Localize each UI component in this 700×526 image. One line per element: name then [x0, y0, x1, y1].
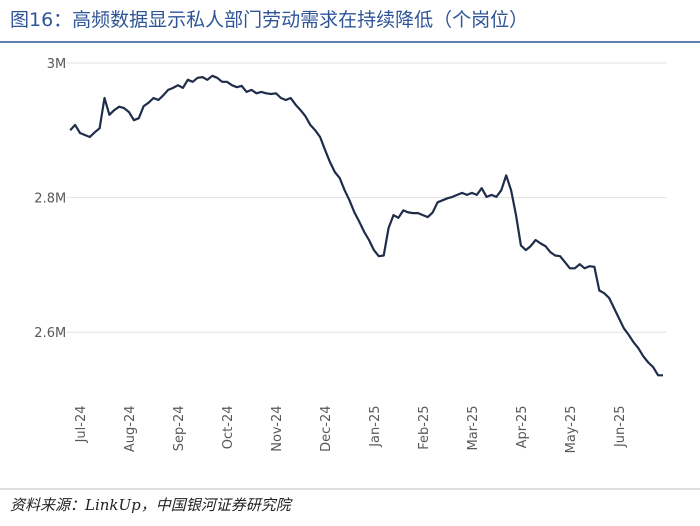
chart-title: 图16：高频数据显示私人部门劳动需求在持续降低（个岗位） — [10, 9, 528, 31]
x-tick-label: Jun-25 — [613, 406, 628, 449]
source: 资料来源：LinkUp，中国银河证券研究院 — [10, 496, 293, 514]
x-tick-label: Mar-25 — [466, 406, 481, 451]
x-tick-label: Aug-24 — [123, 406, 138, 453]
line — [69, 74, 663, 377]
x-tick-label: Feb-25 — [417, 406, 432, 450]
x-tick-label: Apr-25 — [515, 406, 530, 449]
x-tick-label: Oct-24 — [221, 406, 236, 450]
x-tick-label: Sep-24 — [172, 406, 187, 452]
x-tick-label: Dec-24 — [319, 406, 334, 452]
x-tick-label: Jul-24 — [74, 406, 89, 444]
x-tick-label: Jan-25 — [368, 406, 383, 448]
x-tick-label: May-25 — [564, 406, 579, 454]
y-tick-label: 2.8M — [34, 192, 66, 207]
x-tick-label: Nov-24 — [270, 406, 285, 452]
y-tick-label: 3M — [47, 57, 67, 72]
y-tick-label: 2.6M — [34, 326, 66, 341]
